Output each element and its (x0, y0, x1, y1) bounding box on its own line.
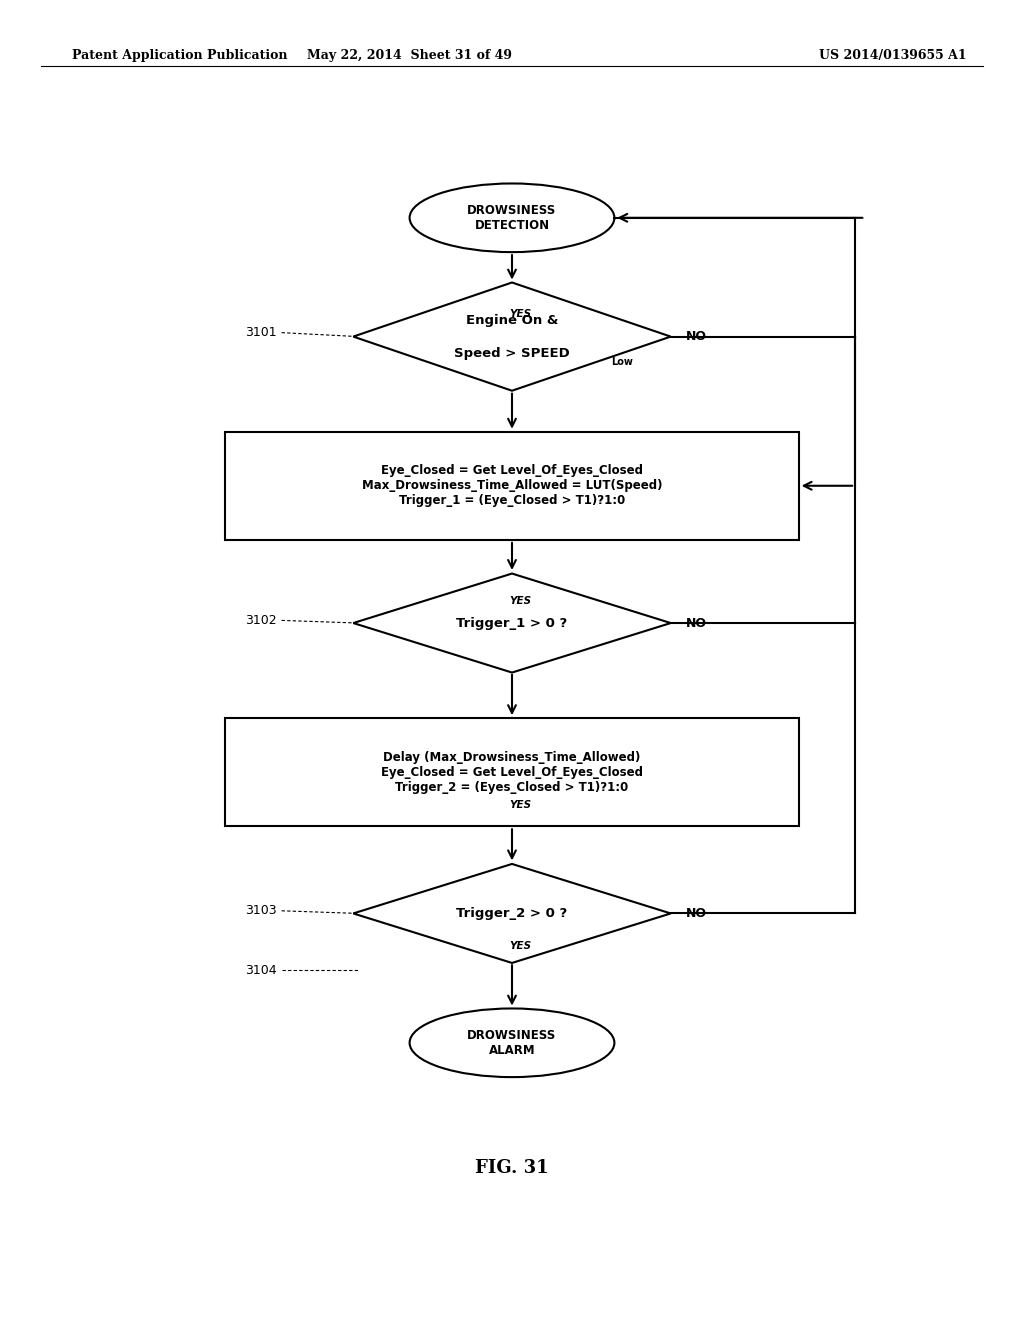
Text: NO: NO (686, 330, 707, 343)
Text: Engine On &: Engine On & (466, 314, 558, 327)
Text: 3103: 3103 (245, 904, 276, 917)
Text: Trigger_2 > 0 ?: Trigger_2 > 0 ? (457, 907, 567, 920)
Bar (225, 718, 799, 826)
Text: Delay (Max_Drowsiness_Time_Allowed)
Eye_Closed = Get Level_Of_Eyes_Closed
Trigge: Delay (Max_Drowsiness_Time_Allowed) Eye_… (381, 751, 643, 793)
Text: Patent Application Publication: Patent Application Publication (72, 49, 287, 62)
Text: YES: YES (509, 595, 531, 606)
Polygon shape (353, 865, 671, 964)
Polygon shape (353, 282, 671, 391)
Text: Trigger_1 > 0 ?: Trigger_1 > 0 ? (457, 616, 567, 630)
Text: FIG. 31: FIG. 31 (475, 1159, 549, 1177)
Text: NO: NO (686, 616, 707, 630)
Text: YES: YES (509, 800, 531, 810)
Text: YES: YES (509, 309, 531, 319)
Text: Eye_Closed = Get Level_Of_Eyes_Closed
Max_Drowsiness_Time_Allowed = LUT(Speed)
T: Eye_Closed = Get Level_Of_Eyes_Closed Ma… (361, 465, 663, 507)
Polygon shape (353, 573, 671, 672)
Text: YES: YES (509, 941, 531, 952)
Text: Speed > SPEED: Speed > SPEED (454, 347, 570, 360)
Text: 3104: 3104 (245, 964, 276, 977)
Text: US 2014/0139655 A1: US 2014/0139655 A1 (819, 49, 967, 62)
Text: 3101: 3101 (245, 326, 276, 339)
Ellipse shape (410, 183, 614, 252)
Text: DROWSINESS
ALARM: DROWSINESS ALARM (467, 1028, 557, 1057)
Ellipse shape (410, 1008, 614, 1077)
Text: 3102: 3102 (245, 614, 276, 627)
Text: NO: NO (686, 907, 707, 920)
Text: DROWSINESS
DETECTION: DROWSINESS DETECTION (467, 203, 557, 232)
Text: May 22, 2014  Sheet 31 of 49: May 22, 2014 Sheet 31 of 49 (307, 49, 512, 62)
Text: Low: Low (611, 356, 633, 367)
Bar (225, 432, 799, 540)
